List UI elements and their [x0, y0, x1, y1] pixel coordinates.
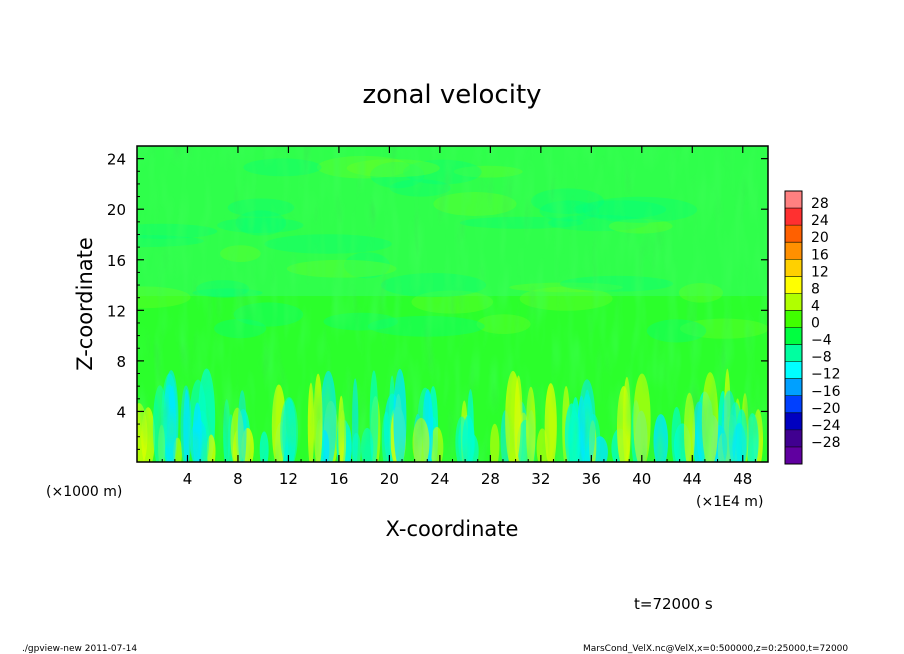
colorbar-label: −8 [811, 350, 832, 366]
colorbar-swatch [785, 276, 802, 294]
colorbar-label: 16 [811, 247, 829, 263]
x-tick-label: 20 [380, 470, 399, 488]
colorbar-swatch [785, 361, 802, 379]
colorbar-swatch [785, 327, 802, 345]
x-axis-unit: (×1E4 m) [696, 494, 763, 510]
colorbar-swatch [785, 344, 802, 362]
colorbar-label: −4 [811, 333, 832, 349]
x-axis: 4 8 12 16 20 24 28 32 36 40 44 48 [149, 146, 756, 488]
colorbar-label: 20 [811, 230, 829, 246]
y-tick-label: 24 [107, 151, 126, 169]
x-tick-label: 48 [733, 470, 752, 488]
y-tick-label: 20 [107, 201, 126, 219]
colorbar-swatch [785, 225, 802, 243]
colorbar-swatch [785, 412, 802, 430]
x-tick-label: 44 [683, 470, 702, 488]
y-tick-label: 8 [116, 353, 126, 371]
colorbar-swatch [785, 378, 802, 396]
x-tick-label: 4 [183, 470, 193, 488]
x-tick-label: 8 [233, 470, 243, 488]
colorbar-label: 28 [811, 196, 829, 212]
colorbar-swatch [785, 429, 802, 447]
colorbar-swatch [785, 293, 802, 311]
y-axis-unit: (×1000 m) [46, 484, 122, 500]
footer-left: ./gpview-new 2011-07-14 [22, 644, 137, 654]
x-tick-label: 40 [632, 470, 651, 488]
colorbar-label: −24 [811, 418, 841, 434]
colorbar-swatch [785, 191, 802, 209]
colorbar-label: −20 [811, 401, 841, 417]
y-axis: 4 8 12 16 20 24 [107, 151, 768, 450]
time-label: t=72000 s [634, 595, 713, 613]
x-tick-label: 28 [481, 470, 500, 488]
x-tick-label: 32 [531, 470, 550, 488]
field-texture [137, 146, 768, 462]
colorbar-swatch [785, 259, 802, 277]
y-tick-label: 16 [107, 252, 126, 270]
x-tick-label: 12 [279, 470, 298, 488]
colorbar-swatch [785, 310, 802, 328]
colorbar-label: 24 [811, 213, 829, 229]
x-tick-label: 36 [582, 470, 601, 488]
y-tick-label: 4 [116, 403, 126, 421]
colorbar-label: 8 [811, 281, 820, 297]
x-tick-label: 24 [430, 470, 449, 488]
colorbar-label: 0 [811, 316, 820, 332]
colorbar-label: −12 [811, 367, 841, 383]
colorbar-label: 12 [811, 264, 829, 280]
colorbar-label: −28 [811, 435, 841, 451]
y-tick-label: 12 [107, 302, 126, 320]
x-tick-label: 16 [329, 470, 348, 488]
colorbar-swatch [785, 208, 802, 226]
x-axis-label: X-coordinate [386, 517, 519, 541]
colorbar-swatch [785, 446, 802, 464]
chart-title: zonal velocity [362, 80, 541, 110]
footer-right: MarsCond_VelX.nc@VelX,x=0:500000,z=0:250… [583, 644, 848, 654]
y-axis-label: Z-coordinate [73, 237, 97, 371]
plot-area [137, 146, 768, 462]
colorbar-swatch [785, 242, 802, 260]
colorbar-label: −16 [811, 384, 841, 400]
colorbar-swatch [785, 395, 802, 413]
colorbar-label: 4 [811, 298, 820, 314]
